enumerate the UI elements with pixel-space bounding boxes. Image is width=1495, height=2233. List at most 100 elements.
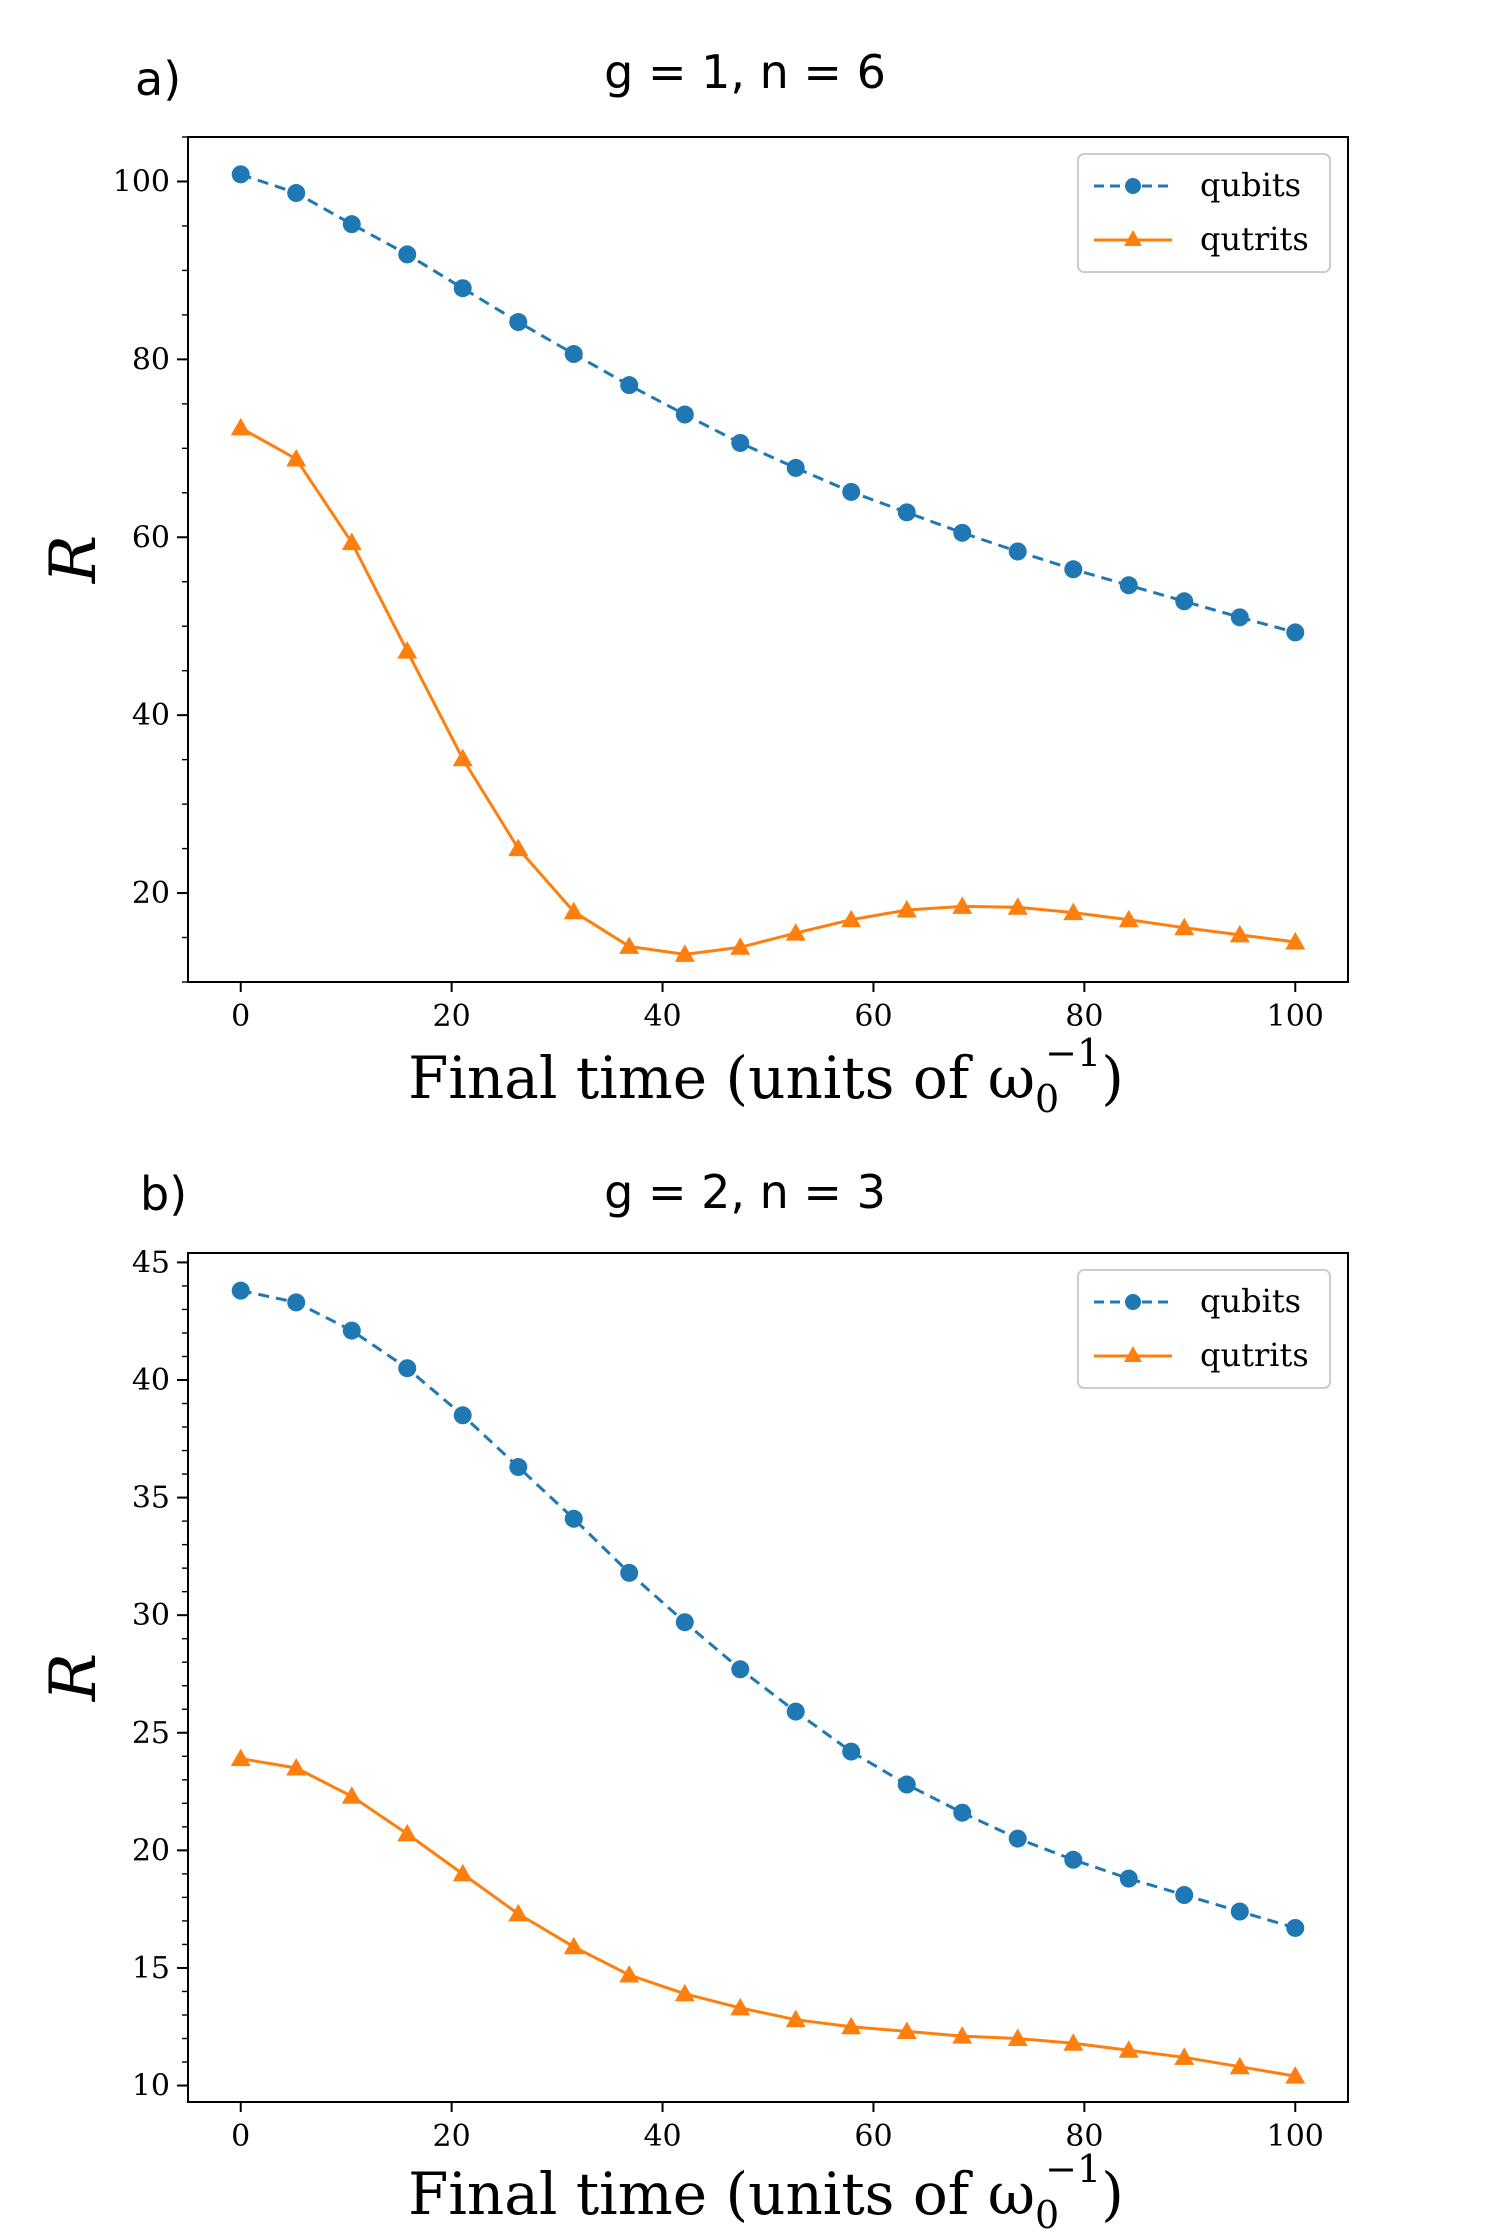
x-axis-label-sup: −1 xyxy=(1045,2147,1101,2191)
y-tick-label: 10 xyxy=(132,2069,170,2104)
point-qutrits xyxy=(674,1983,695,2002)
legend-qutrits-label: qutrits xyxy=(1200,220,1309,258)
y-tick-label: 40 xyxy=(132,698,170,733)
point-qutrits xyxy=(341,1786,362,1804)
series-line-qubits xyxy=(240,172,1296,634)
point-qutrits xyxy=(619,936,640,954)
point-qubits xyxy=(509,1458,528,1477)
x-axis-label-sup: −1 xyxy=(1045,1031,1101,1075)
x-axis-label: Final time (units of ω0−1) xyxy=(408,1031,1124,1121)
point-qutrits xyxy=(1118,2040,1139,2058)
legend-qubits-label: qubits xyxy=(1200,1282,1301,1320)
y-tick-label: 80 xyxy=(132,342,170,377)
point-qubits xyxy=(231,1281,250,1300)
point-qubits xyxy=(287,184,306,203)
x-tick-label: 20 xyxy=(433,999,471,1034)
x-tick-label: 0 xyxy=(231,999,250,1034)
point-qubits xyxy=(897,503,916,522)
point-qutrits xyxy=(230,417,251,436)
point-qubits xyxy=(842,482,861,501)
x-tick-label: 20 xyxy=(433,2119,471,2154)
point-qutrits xyxy=(1118,909,1139,928)
point-qubits xyxy=(1119,1869,1138,1888)
point-qutrits xyxy=(1229,924,1250,943)
x-tick-label: 80 xyxy=(1065,2119,1103,2154)
legend: qubits qutrits xyxy=(1077,153,1331,273)
x-axis-label-sub: 0 xyxy=(1035,2193,1059,2233)
point-qutrits xyxy=(1285,931,1306,950)
point-qubits xyxy=(675,405,694,424)
point-qubits xyxy=(1064,560,1083,579)
y-tick-label: 60 xyxy=(132,520,170,555)
point-qutrits xyxy=(730,1997,751,2016)
point-qubits xyxy=(509,313,528,332)
point-qutrits xyxy=(896,2021,917,2039)
point-qubits xyxy=(731,433,750,452)
x-tick-label: 60 xyxy=(854,999,892,1034)
x-axis-label-tail: ) xyxy=(1101,2160,1124,2228)
x-tick-label: 100 xyxy=(1267,999,1324,1034)
x-tick-label: 100 xyxy=(1267,2119,1324,2154)
point-qubits xyxy=(786,1702,805,1721)
point-qubits xyxy=(786,458,805,477)
point-qubits xyxy=(731,1660,750,1679)
x-axis-label: Final time (units of ω0−1) xyxy=(408,2147,1124,2233)
x-axis-label-sub: 0 xyxy=(1035,1077,1059,1121)
point-qubits xyxy=(897,1775,916,1794)
point-qubits xyxy=(1064,1850,1083,1869)
point-qutrits xyxy=(619,1965,640,1983)
legend-qubits-label: qubits xyxy=(1200,166,1301,204)
point-qubits xyxy=(453,279,472,298)
point-qutrits xyxy=(1063,2033,1084,2051)
y-tick-label: 40 xyxy=(132,1363,170,1398)
panel-b: b) g = 2, n = 3 0 20 40 60 80 100 10 15 20 25 30 35… xyxy=(37,1165,1349,2233)
legend-qutrits-label: qutrits xyxy=(1200,1336,1309,1374)
point-qutrits xyxy=(452,1863,473,1882)
point-qutrits xyxy=(230,1748,251,1767)
legend-qutrits-marker xyxy=(1124,230,1142,246)
point-qutrits xyxy=(508,1903,529,1922)
point-qubits xyxy=(564,345,583,364)
point-qubits xyxy=(564,1509,583,1528)
point-qubits xyxy=(1175,1886,1194,1905)
point-qutrits xyxy=(397,641,418,659)
plot-frame xyxy=(187,136,1349,983)
point-qutrits xyxy=(286,448,307,467)
point-qubits xyxy=(342,215,361,234)
y-tick-label: 35 xyxy=(132,1481,170,1516)
point-qubits xyxy=(1175,592,1194,611)
point-qutrits xyxy=(785,2009,806,2028)
legend: qubits qutrits xyxy=(1077,1269,1331,1389)
plot-frame xyxy=(187,1252,1349,2103)
point-qutrits xyxy=(508,838,529,857)
point-qubits xyxy=(398,245,417,264)
point-qubits xyxy=(842,1742,861,1761)
y-axis-label: R xyxy=(37,1653,111,1702)
point-qutrits xyxy=(841,2016,862,2035)
point-qutrits xyxy=(1007,897,1028,915)
y-tick-label: 100 xyxy=(113,164,170,199)
x-axis-label-text: Final time (units of ω xyxy=(408,2160,1035,2228)
point-qutrits xyxy=(1007,2028,1028,2047)
point-qubits xyxy=(453,1406,472,1425)
chart-title: g = 2, n = 3 xyxy=(604,1165,886,1219)
x-tick-label: 80 xyxy=(1065,999,1103,1034)
x-tick-label: 40 xyxy=(643,2119,681,2154)
point-qubits xyxy=(231,165,250,184)
series-line-qubits xyxy=(240,1289,1296,1930)
x-tick-label: 60 xyxy=(854,2119,892,2154)
panel-label: b) xyxy=(140,1167,187,1221)
point-qutrits xyxy=(1174,2047,1195,2065)
point-qubits xyxy=(398,1359,417,1378)
point-qutrits xyxy=(1063,902,1084,921)
legend-qubits-marker xyxy=(1125,1294,1141,1310)
point-qutrits xyxy=(1174,917,1195,936)
panel-label: a) xyxy=(135,52,181,106)
point-qubits xyxy=(953,523,972,542)
point-qubits xyxy=(953,1803,972,1822)
x-axis-label-text: Final time (units of ω xyxy=(408,1044,1035,1112)
point-qutrits xyxy=(452,748,473,767)
point-qutrits xyxy=(1229,2056,1250,2075)
point-qubits xyxy=(1230,1902,1249,1921)
